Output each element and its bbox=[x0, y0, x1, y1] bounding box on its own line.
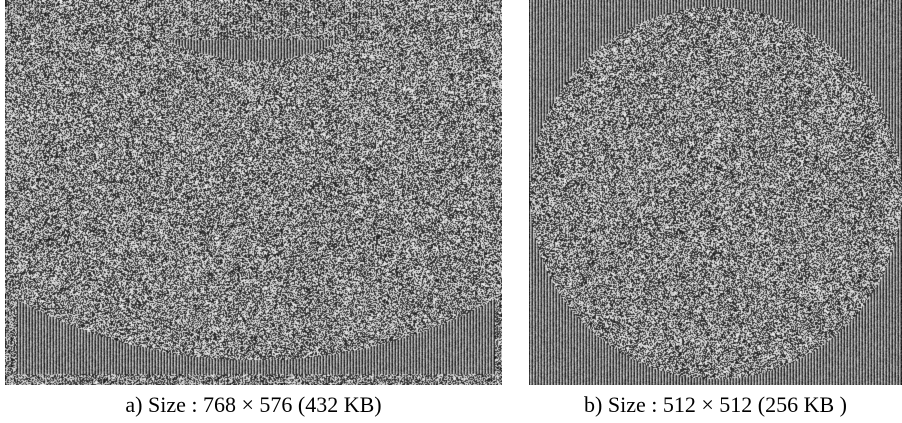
encrypted-ultrasound-image bbox=[5, 0, 502, 385]
panel-b: b) Size : 512 × 512 (256 KB ) bbox=[529, 0, 902, 417]
caption-b: b) Size : 512 × 512 (256 KB ) bbox=[584, 392, 847, 417]
panel-a: a) Size : 768 × 576 (432 KB) bbox=[5, 0, 502, 417]
encrypted-circular-image bbox=[529, 0, 902, 385]
ultrasound-noise-canvas bbox=[5, 0, 502, 385]
circular-noise-canvas bbox=[529, 0, 902, 385]
caption-a: a) Size : 768 × 576 (432 KB) bbox=[125, 392, 382, 417]
